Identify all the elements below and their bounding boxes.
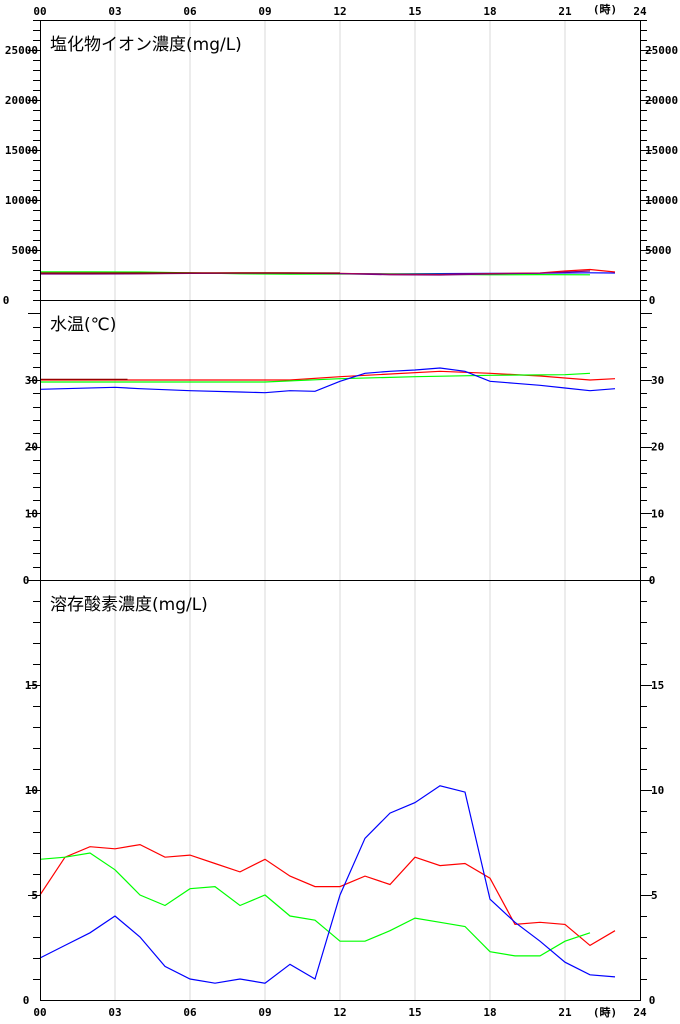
x-tick-label-bottom: 03 xyxy=(108,1006,121,1019)
y-tick-label-right: 5 xyxy=(651,889,658,902)
y-tick-label-left: 20 xyxy=(25,441,38,454)
y-tick-label-left: 0 xyxy=(23,994,30,1007)
x-tick-label-top: 18 xyxy=(483,5,496,18)
panel-title: 水温(℃) xyxy=(50,315,116,335)
y-tick-label-left: 15000 xyxy=(5,144,38,157)
x-tick-label-top: 24 xyxy=(633,5,647,18)
x-tick-label-top: 15 xyxy=(408,5,421,18)
y-tick-label-left: 5000 xyxy=(12,244,39,257)
series-line xyxy=(40,853,590,956)
x-tick-label-bottom: 06 xyxy=(183,1006,197,1019)
y-tick-label-left: 10 xyxy=(25,784,38,797)
x-tick-label-top: 21 xyxy=(558,5,572,18)
y-tick-label-right: 5000 xyxy=(645,244,672,257)
y-tick-label-right: 15 xyxy=(651,679,664,692)
y-tick-label-left: 10000 xyxy=(5,194,38,207)
hour-unit-top: (時) xyxy=(593,2,617,16)
y-tick-label-right: 15000 xyxy=(645,144,678,157)
x-tick-label-bottom: 12 xyxy=(333,1006,346,1019)
x-tick-label-bottom: 00 xyxy=(33,1006,46,1019)
x-tick-label-bottom: 21 xyxy=(558,1006,572,1019)
series-line xyxy=(40,373,590,382)
x-tick-label-bottom: 15 xyxy=(408,1006,421,1019)
x-tick-label-top: 12 xyxy=(333,5,346,18)
y-tick-label-right: 0 xyxy=(649,994,656,1007)
x-tick-label-top: 00 xyxy=(33,5,46,18)
y-tick-label-right: 0 xyxy=(649,294,656,307)
series-line xyxy=(40,786,615,983)
y-tick-label-right: 20000 xyxy=(645,94,678,107)
y-tick-label-right: 30 xyxy=(651,374,664,387)
y-tick-label-right: 10 xyxy=(651,507,664,520)
x-tick-label-bottom: 24 xyxy=(633,1006,647,1019)
panel-title: 塩化物イオン濃度(mg/L) xyxy=(50,35,242,55)
y-tick-label-left: 10 xyxy=(25,507,38,520)
x-tick-label-top: 06 xyxy=(183,5,197,18)
y-tick-label-left: 30 xyxy=(25,374,38,387)
y-tick-label-left: 0 xyxy=(3,294,10,307)
y-tick-label-left: 25000 xyxy=(5,44,38,57)
x-tick-label-top: 03 xyxy=(108,5,121,18)
y-tick-label-left: 15 xyxy=(25,679,38,692)
y-tick-label-left: 5 xyxy=(31,889,38,902)
y-tick-label-right: 10000 xyxy=(645,194,678,207)
x-tick-label-bottom: 18 xyxy=(483,1006,496,1019)
x-tick-label-bottom: 09 xyxy=(258,1006,271,1019)
y-tick-label-left: 20000 xyxy=(5,94,38,107)
hour-unit-bottom: (時) xyxy=(593,1005,617,1019)
x-tick-label-top: 09 xyxy=(258,5,271,18)
y-tick-label-right: 25000 xyxy=(645,44,678,57)
panel-title: 溶存酸素濃度(mg/L) xyxy=(50,595,208,615)
y-tick-label-right: 20 xyxy=(651,441,664,454)
y-tick-label-right: 10 xyxy=(651,784,664,797)
